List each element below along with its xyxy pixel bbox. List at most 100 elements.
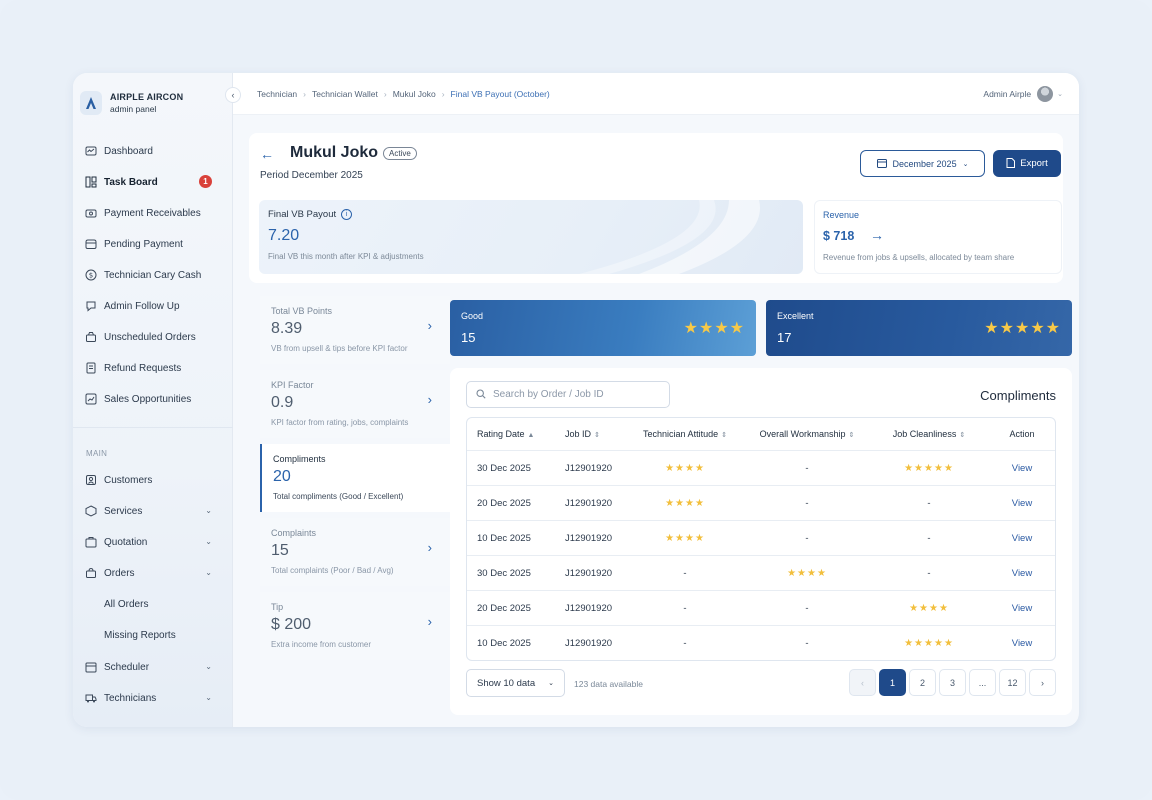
sidebar-item-pending-payment[interactable]: Pending Payment xyxy=(84,234,224,254)
info-icon[interactable]: i xyxy=(341,209,353,220)
column-header-overall-workmanship[interactable]: Overall Workmanship ⇕ xyxy=(759,429,855,439)
view-link[interactable]: View xyxy=(1011,637,1033,649)
cell-workmanship: - xyxy=(805,637,809,649)
table-header-row: Rating Date ▲ Job ID ⇕ Technician Attitude… xyxy=(467,418,1055,450)
cell-cleanliness: ★★★★★ xyxy=(904,637,954,649)
sort-icon: ⇕ xyxy=(594,432,600,439)
view-link[interactable]: View xyxy=(1011,567,1033,579)
next-page-button[interactable]: › xyxy=(1029,669,1056,696)
wallet-icon xyxy=(84,238,97,251)
column-header-technician-attitude[interactable]: Technician Attitude ⇕ xyxy=(643,429,727,439)
sidebar-item-all-orders[interactable]: All Orders xyxy=(104,594,244,614)
sidebar-item-payment-receivables[interactable]: Payment Receivables xyxy=(84,203,224,223)
chevron-down-icon: ⌄ xyxy=(205,693,212,702)
brand-name: AIRPLE AIRCON xyxy=(110,92,184,102)
search-input[interactable]: Search by Order / Job ID xyxy=(466,381,670,408)
breadcrumb-item[interactable]: Technician Wallet xyxy=(312,89,378,99)
rating-banner-good: Good 15 ★★★★ xyxy=(450,300,756,356)
payout-card: Final VB Payout i 7.20 Final VB this mont… xyxy=(259,200,803,274)
column-header-rating-date[interactable]: Rating Date ▲ xyxy=(477,429,535,439)
page-button[interactable]: 12 xyxy=(999,669,1026,696)
sidebar-item-scheduler[interactable]: Scheduler ⌄ xyxy=(84,657,224,677)
column-header-job-cleanliness[interactable]: Job Cleanliness ⇕ xyxy=(892,429,966,439)
page-button[interactable]: 2 xyxy=(909,669,936,696)
decorative-wave xyxy=(579,200,760,274)
pagination: ‹ 1 2 3 ... 12 › xyxy=(849,669,1059,696)
sidebar-item-customers[interactable]: Customers xyxy=(84,470,224,490)
breadcrumb-separator-icon: › xyxy=(383,89,387,99)
rating-label: Excellent xyxy=(777,311,814,321)
sort-icon: ⇕ xyxy=(848,432,855,439)
main-area: Technician › Technician Wallet › Mukul J… xyxy=(233,73,1079,727)
breadcrumb-current: Final VB Payout (October) xyxy=(450,89,550,99)
view-link[interactable]: View xyxy=(1011,462,1033,474)
arrow-right-icon[interactable]: → xyxy=(870,227,884,243)
sidebar-item-refund-requests[interactable]: Refund Requests xyxy=(84,358,224,378)
sidebar-item-missing-reports[interactable]: Missing Reports xyxy=(104,625,244,645)
payout-description: Final VB this month after KPI & adjustme… xyxy=(268,252,424,261)
customers-icon xyxy=(84,474,97,487)
page-ellipsis: ... xyxy=(969,669,996,696)
prev-page-button[interactable]: ‹ xyxy=(849,669,876,696)
sidebar-item-unscheduled-orders[interactable]: Unscheduled Orders xyxy=(84,327,224,347)
cell-workmanship: - xyxy=(805,602,809,614)
view-link[interactable]: View xyxy=(1011,497,1033,509)
stat-card-vb-points[interactable]: Total VB Points 8.39 VB from upsell & ti… xyxy=(260,296,450,364)
view-link[interactable]: View xyxy=(1011,602,1033,614)
rating-count: 17 xyxy=(777,330,792,345)
back-arrow-icon[interactable]: ← xyxy=(260,146,274,162)
file-icon xyxy=(1006,157,1016,170)
revenue-card[interactable]: Revenue $ 718 → Revenue from jobs & upse… xyxy=(814,200,1062,274)
notification-badge: 1 xyxy=(199,175,212,188)
admin-name: Admin Airple xyxy=(983,89,1032,99)
sidebar-item-label: Unscheduled Orders xyxy=(104,331,196,343)
chevron-right-icon: › xyxy=(427,540,432,555)
page-button[interactable]: 3 xyxy=(939,669,966,696)
cell-date: 10 Dec 2025 xyxy=(477,532,531,544)
cell-job-id: J12901920 xyxy=(565,497,613,509)
cell-job-id: J12901920 xyxy=(565,567,613,579)
stat-card-tip[interactable]: Tip $ 200 Extra income from customer › xyxy=(260,592,450,660)
stat-card-compliments[interactable]: Compliments 20 Total compliments (Good /… xyxy=(260,444,450,512)
cell-attitude: ★★★★ xyxy=(665,462,705,474)
column-header-job-id[interactable]: Job ID ⇕ xyxy=(565,429,600,439)
admin-menu[interactable]: Admin Airple ⌄ xyxy=(983,86,1063,102)
breadcrumb-item[interactable]: Technician xyxy=(257,89,298,99)
rating-count: 15 xyxy=(461,330,476,345)
sidebar-item-sales-opportunities[interactable]: Sales Opportunities xyxy=(84,389,224,409)
sidebar-item-quotation[interactable]: Quotation ⌄ xyxy=(84,532,224,552)
table-title: Compliments xyxy=(980,388,1056,403)
page-size-select[interactable]: Show 10 data ⌄ xyxy=(466,669,565,697)
cell-job-id: J12901920 xyxy=(565,637,613,649)
collapse-sidebar-button[interactable]: ‹ xyxy=(225,87,241,103)
sidebar-item-label: Quotation xyxy=(104,536,148,548)
stat-title: Tip xyxy=(271,602,284,612)
breadcrumb-item[interactable]: Mukul Joko xyxy=(392,89,436,99)
stat-description: Extra income from customer xyxy=(271,640,372,649)
sidebar-item-label: Payment Receivables xyxy=(104,207,201,219)
sidebar-item-technician-cary-cash[interactable]: $ Technician Cary Cash xyxy=(84,265,224,285)
chevron-down-icon: ⌄ xyxy=(548,680,554,687)
stat-card-complaints[interactable]: Complaints 15 Total complaints (Poor / B… xyxy=(260,518,450,586)
follow-up-icon xyxy=(84,300,97,313)
page-button[interactable]: 1 xyxy=(879,669,906,696)
sidebar-item-admin-follow-up[interactable]: Admin Follow Up xyxy=(84,296,224,316)
stat-description: Total complaints (Poor / Bad / Avg) xyxy=(271,566,394,575)
export-button[interactable]: Export xyxy=(993,150,1061,177)
sidebar-item-task-board[interactable]: Task Board 1 xyxy=(84,172,224,192)
period-select[interactable]: December 2025 ⌄ xyxy=(860,150,985,177)
sidebar-item-technicians[interactable]: Technicians ⌄ xyxy=(84,688,224,708)
cell-date: 20 Dec 2025 xyxy=(477,602,531,614)
sidebar-item-dashboard[interactable]: Dashboard xyxy=(84,141,224,161)
chevron-right-icon: › xyxy=(427,392,432,407)
brand-subtitle: admin panel xyxy=(110,104,157,114)
box-icon xyxy=(84,331,97,344)
refund-icon xyxy=(84,362,97,375)
stat-card-kpi-factor[interactable]: KPI Factor 0.9 KPI factor from rating, j… xyxy=(260,370,450,438)
view-link[interactable]: View xyxy=(1011,532,1033,544)
sidebar-item-services[interactable]: Services ⌄ xyxy=(84,501,224,521)
sidebar-item-orders[interactable]: Orders ⌄ xyxy=(84,563,224,583)
cell-date: 10 Dec 2025 xyxy=(477,637,531,649)
header-card: ← Mukul Joko Active Period December 2025… xyxy=(249,133,1063,283)
